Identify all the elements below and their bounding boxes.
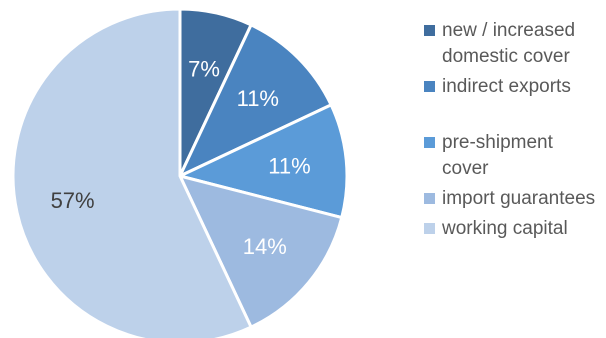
legend-swatch (424, 193, 435, 204)
legend-swatch (424, 25, 435, 36)
legend-item-import-guarantees: import guarantees (420, 186, 604, 212)
legend-swatch (424, 223, 435, 234)
legend-item-indirect-exports: indirect exports (420, 74, 604, 100)
legend-swatch (424, 81, 435, 92)
legend-label: indirect exports (442, 76, 571, 97)
pie-slice-1 (178, 23, 333, 178)
legend-label: new / increased domestic cover (442, 20, 576, 67)
legend-label: pre-shipment cover (442, 132, 553, 179)
legend-label: import guarantees (442, 188, 596, 209)
legend-item-pre-shipment-cover: pre-shipment cover (420, 130, 604, 182)
pie-slice-2 (178, 103, 349, 220)
pie-slice-3 (178, 174, 344, 329)
slice-label-4: 57% (51, 188, 95, 213)
slice-label-0: 7% (188, 57, 220, 82)
legend-swatch (424, 137, 435, 148)
slice-label-1: 11% (237, 86, 279, 111)
legend-item-new-increased-domestic-cover: new / increased domestic cover (420, 18, 604, 70)
slice-label-3: 14% (243, 234, 287, 259)
slice-label-2: 11% (268, 154, 310, 179)
pie-slice-4 (11, 7, 253, 338)
legend: new / increased domestic cover indirect … (420, 18, 604, 246)
legend-label: working capital (442, 218, 568, 239)
legend-item-working-capital: working capital (420, 216, 604, 242)
